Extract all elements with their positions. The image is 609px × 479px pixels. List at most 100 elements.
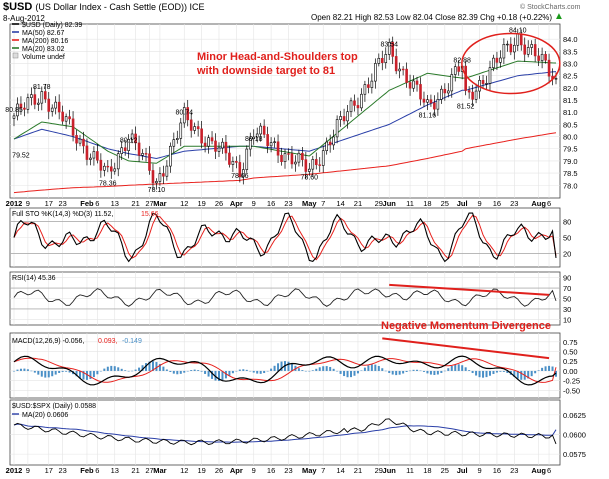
price-candle: [43, 83, 47, 103]
candle-body: [415, 80, 419, 85]
price-candle: [16, 97, 19, 121]
candle-body: [419, 84, 422, 100]
macd-histogram-bar: [412, 369, 415, 371]
macd-histogram-bar: [85, 370, 88, 380]
price-candle: [481, 75, 485, 89]
price-y-tick: 80.0: [563, 133, 578, 142]
candle-body: [96, 151, 99, 161]
macd-histogram-bar: [409, 370, 412, 372]
macd-histogram-bar: [339, 370, 342, 374]
price-candle: [137, 135, 141, 162]
macd-histogram-bar: [79, 370, 82, 379]
price-candle: [130, 129, 134, 144]
macd-histogram-bar: [224, 370, 227, 379]
x-tick-label-top: 7: [321, 199, 325, 208]
macd-histogram-bar: [454, 364, 457, 371]
candle-body: [467, 90, 471, 93]
ratio-legend-ma-label: MA(20) 0.0606: [22, 412, 68, 419]
price-candle: [544, 51, 547, 64]
candle-body: [248, 138, 252, 150]
candle-body: [266, 134, 269, 147]
macd-histogram-bar: [280, 361, 283, 371]
x-tick-label-top: 21: [354, 199, 362, 208]
candle-body: [499, 57, 502, 63]
candle-body: [519, 33, 523, 46]
candle-body: [346, 111, 349, 122]
price-candle: [356, 97, 360, 116]
price-candle: [221, 138, 224, 154]
x-tick-label-top: 9: [252, 199, 256, 208]
price-point-label: 81.16: [419, 112, 437, 119]
x-tick-label-bottom: Jul: [457, 466, 468, 475]
macd-histogram-bar: [499, 370, 502, 372]
price-candle: [474, 83, 478, 104]
x-tick-label-top: May: [302, 199, 317, 208]
x-tick-label-bottom: 23: [510, 466, 518, 475]
x-tick-label-top: 14: [336, 199, 344, 208]
x-tick-label-bottom: 2012: [6, 466, 23, 475]
price-candle: [280, 147, 283, 166]
price-candle: [405, 62, 408, 88]
x-tick-label-top: 21: [131, 199, 139, 208]
rsi-y-tick: 30: [563, 305, 571, 314]
candle-body: [255, 133, 259, 138]
price-candle: [276, 134, 280, 163]
symbol-description: (US Dollar Index - Cash Settle (EOD)) IC…: [35, 2, 205, 12]
head-shoulders-annotation: Minor Head-and-Shoulders top: [197, 51, 358, 63]
price-candle: [47, 92, 51, 120]
macd-histogram-bar: [179, 370, 182, 374]
x-tick-label-top: 13: [111, 199, 119, 208]
macd-histogram-bar: [304, 370, 307, 372]
macd-histogram-bar: [145, 363, 148, 371]
price-candle: [318, 157, 322, 173]
macd-histogram-bar: [245, 369, 248, 371]
x-tick-label-bottom: Mar: [153, 466, 166, 475]
candle-body: [540, 53, 544, 61]
x-tick-label-top: Jun: [383, 199, 397, 208]
macd-histogram-bar: [231, 370, 234, 374]
x-tick-label-bottom: 17: [45, 466, 53, 475]
price-candle: [328, 134, 332, 153]
macd-histogram-bar: [433, 370, 436, 376]
macd-y-tick: -0.50: [563, 386, 580, 395]
price-candle: [68, 109, 71, 125]
price-candle: [19, 96, 23, 115]
x-tick-label-top: 29: [375, 199, 383, 208]
x-tick-label-top: 16: [267, 199, 275, 208]
price-candle: [495, 51, 499, 71]
macd-histogram-bar: [134, 369, 137, 371]
price-y-tick: 82.0: [563, 84, 578, 93]
price-candle: [134, 126, 137, 151]
candle-body: [269, 142, 273, 147]
macd-histogram-bar: [176, 370, 179, 375]
macd-histogram-bar: [117, 367, 120, 371]
macd-histogram-bar: [343, 370, 346, 377]
price-candle: [349, 97, 353, 118]
price-y-tick: 78.0: [563, 181, 578, 190]
price-y-tick: 81.0: [563, 108, 578, 117]
price-candle: [33, 87, 37, 110]
price-candle: [155, 178, 158, 190]
price-candle: [429, 94, 433, 107]
candle-body: [426, 99, 429, 103]
price-candle: [82, 131, 85, 154]
price-candle: [467, 86, 471, 99]
x-tick-label-top: 9: [26, 199, 30, 208]
rsi-divergence-line: [389, 283, 550, 296]
head-shoulders-annotation: with downside target to 81: [196, 65, 335, 77]
macd-histogram-bar: [165, 369, 168, 371]
price-legend-item: Volume undef: [12, 52, 65, 61]
candle-body: [113, 168, 117, 172]
candle-body: [457, 66, 461, 72]
rsi-y-tick: 10: [563, 315, 571, 324]
candle-body: [391, 42, 395, 57]
candle-body: [273, 141, 276, 143]
candle-body: [238, 162, 242, 178]
candle-body: [162, 173, 165, 177]
price-y-tick: 83.5: [563, 47, 578, 56]
price-point-label: 84.10: [509, 28, 527, 35]
candle-body: [405, 68, 408, 83]
ohlc-readout: Open 82.21 High 82.53 Low 82.04 Close 82…: [311, 13, 553, 22]
price-candle: [203, 136, 207, 153]
price-candle: [526, 40, 530, 58]
